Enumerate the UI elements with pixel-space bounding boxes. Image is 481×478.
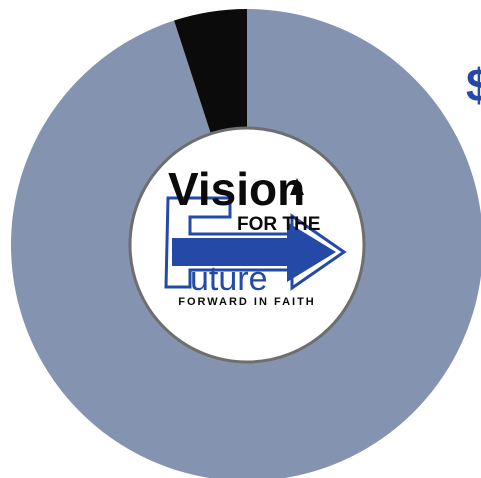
clipped-dollar-glyph: $ <box>466 59 481 111</box>
donut-slice-1 <box>174 9 247 141</box>
vision-for-the-future-logo: Vision FOR THE uture FORWARD IN FAITH <box>128 126 366 364</box>
church-steeple-icon <box>290 178 304 195</box>
donut-slices <box>11 9 481 478</box>
e-arrow-outline <box>164 196 347 291</box>
logo-line-future: uture <box>190 260 268 298</box>
e-arrow-bar <box>172 238 287 266</box>
logo-line-for-the: FOR THE <box>237 214 320 235</box>
donut-slice-0 <box>11 9 481 478</box>
logo-line-vision: Vision <box>168 163 305 215</box>
logo-tagline: FORWARD IN FAITH <box>178 296 316 308</box>
arrow-head <box>287 222 336 282</box>
